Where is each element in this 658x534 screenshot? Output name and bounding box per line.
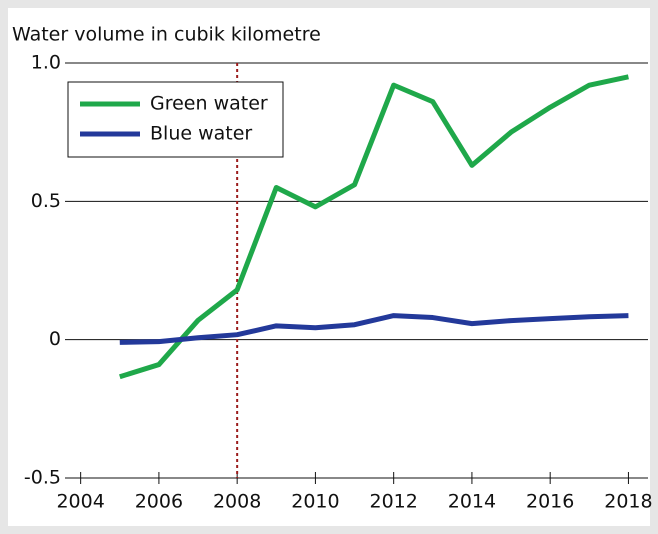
series-line xyxy=(119,313,629,345)
y-tick-label: 0.5 xyxy=(31,190,61,212)
legend-label: Blue water xyxy=(150,123,252,145)
x-tick-label: 2006 xyxy=(135,491,183,513)
y-tick-label: -0.5 xyxy=(24,467,61,489)
series-line xyxy=(119,74,629,380)
y-tick-label: 0 xyxy=(49,328,61,350)
x-tick-label: 2004 xyxy=(56,491,104,513)
legend-label: Green water xyxy=(150,93,268,115)
legend-box xyxy=(67,81,284,158)
x-tick-label: 2008 xyxy=(213,491,261,513)
x-tick-label: 2018 xyxy=(604,491,652,513)
x-tick-label: 2012 xyxy=(369,491,417,513)
y-tick-label: 1.0 xyxy=(31,52,61,74)
x-tick-label: 2014 xyxy=(448,491,496,513)
x-tick-label: 2010 xyxy=(291,491,339,513)
x-tick-label: 2016 xyxy=(526,491,574,513)
chart-title: Water volume in cubik kilometre xyxy=(12,24,321,46)
